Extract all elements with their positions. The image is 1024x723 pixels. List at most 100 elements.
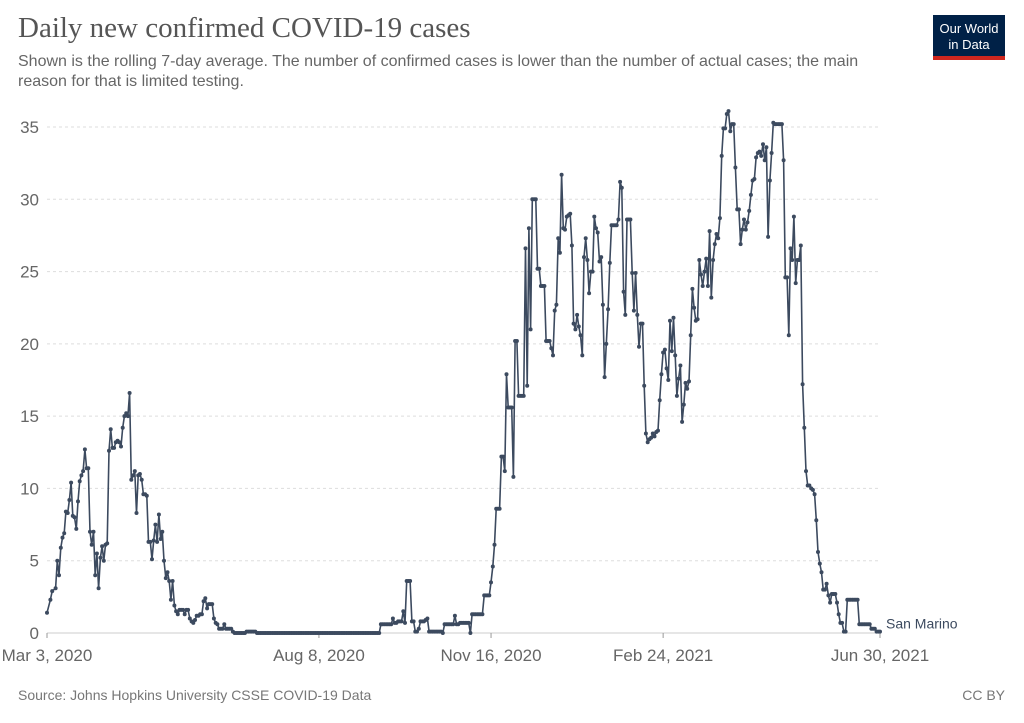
data-point[interactable] (835, 600, 839, 605)
data-point[interactable] (559, 172, 564, 177)
data-point[interactable] (621, 289, 626, 294)
data-point[interactable] (747, 208, 752, 213)
data-point[interactable] (635, 312, 640, 317)
data-point[interactable] (156, 512, 161, 517)
data-point[interactable] (229, 626, 234, 631)
data-point[interactable] (193, 618, 197, 622)
data-point[interactable] (93, 573, 98, 578)
data-point[interactable] (695, 317, 700, 322)
data-point[interactable] (492, 542, 497, 547)
data-point[interactable] (745, 220, 750, 225)
data-point[interactable] (623, 312, 628, 317)
data-point[interactable] (490, 564, 495, 569)
data-point[interactable] (843, 629, 848, 634)
data-point[interactable] (533, 197, 538, 202)
data-point[interactable] (549, 346, 554, 351)
data-point[interactable] (798, 243, 803, 248)
data-point[interactable] (158, 537, 163, 541)
data-point[interactable] (127, 391, 132, 395)
data-point[interactable] (440, 631, 445, 635)
data-point[interactable] (764, 145, 769, 150)
data-point[interactable] (680, 419, 685, 424)
data-point[interactable] (86, 466, 91, 471)
series-line[interactable] (46, 110, 880, 634)
data-point[interactable] (761, 142, 765, 147)
data-point[interactable] (160, 529, 165, 534)
data-point[interactable] (487, 593, 492, 598)
data-point[interactable] (552, 308, 557, 313)
data-point[interactable] (833, 592, 838, 596)
data-point[interactable] (425, 616, 430, 621)
data-point[interactable] (137, 472, 142, 476)
data-point[interactable] (148, 539, 153, 544)
data-point[interactable] (389, 622, 394, 627)
data-point[interactable] (547, 339, 552, 343)
data-point[interactable] (150, 557, 154, 562)
data-point[interactable] (174, 609, 179, 614)
data-point[interactable] (403, 620, 407, 625)
data-point[interactable] (699, 272, 703, 277)
data-point[interactable] (819, 570, 824, 575)
data-point[interactable] (132, 469, 137, 474)
data-point[interactable] (817, 561, 822, 566)
data-point[interactable] (724, 112, 729, 116)
data-point[interactable] (807, 483, 812, 488)
data-point[interactable] (551, 353, 555, 358)
data-point[interactable] (592, 214, 597, 219)
data-point[interactable] (719, 153, 724, 158)
data-point[interactable] (671, 315, 676, 320)
data-point[interactable] (523, 246, 528, 251)
data-point[interactable] (526, 226, 531, 231)
data-point[interactable] (733, 165, 738, 170)
data-point[interactable] (100, 544, 105, 549)
data-point[interactable] (201, 599, 206, 604)
data-point[interactable] (643, 431, 648, 436)
data-point[interactable] (556, 236, 561, 241)
data-point[interactable] (697, 258, 702, 262)
data-point[interactable] (702, 269, 707, 274)
data-point[interactable] (618, 179, 623, 184)
data-point[interactable] (542, 284, 547, 288)
data-point[interactable] (687, 379, 691, 384)
data-point[interactable] (125, 414, 130, 419)
data-point[interactable] (72, 515, 77, 520)
data-point[interactable] (129, 477, 134, 482)
data-point[interactable] (631, 308, 636, 313)
data-point[interactable] (797, 258, 802, 262)
data-point[interactable] (688, 333, 693, 338)
data-point[interactable] (220, 626, 225, 631)
data-point[interactable] (144, 493, 149, 498)
data-point[interactable] (723, 126, 728, 131)
data-point[interactable] (590, 269, 595, 274)
data-point[interactable] (563, 227, 567, 232)
data-point[interactable] (712, 242, 717, 247)
data-point[interactable] (681, 402, 686, 407)
data-point[interactable] (802, 425, 807, 430)
data-point[interactable] (172, 603, 177, 608)
data-point[interactable] (451, 622, 456, 627)
data-point[interactable] (785, 275, 790, 280)
data-point[interactable] (528, 327, 533, 332)
data-point[interactable] (411, 619, 416, 624)
data-point[interactable] (82, 447, 87, 452)
data-point[interactable] (69, 480, 74, 485)
data-point[interactable] (199, 612, 204, 617)
data-point[interactable] (731, 122, 736, 127)
data-point[interactable] (504, 372, 509, 377)
data-point[interactable] (836, 612, 841, 617)
series-label[interactable]: San Marino (886, 616, 958, 632)
data-point[interactable] (661, 350, 666, 355)
data-point[interactable] (119, 444, 123, 449)
data-point[interactable] (79, 473, 84, 478)
data-point[interactable] (557, 250, 562, 255)
data-point[interactable] (664, 366, 669, 371)
data-point[interactable] (878, 629, 882, 634)
data-point[interactable] (53, 586, 58, 591)
data-point[interactable] (131, 473, 136, 478)
data-point[interactable] (619, 185, 624, 190)
data-point[interactable] (606, 307, 611, 312)
data-point[interactable] (568, 211, 573, 216)
data-point[interactable] (669, 349, 674, 354)
data-point[interactable] (175, 612, 180, 617)
source-note[interactable]: Source: Johns Hopkins University CSSE CO… (18, 687, 372, 703)
